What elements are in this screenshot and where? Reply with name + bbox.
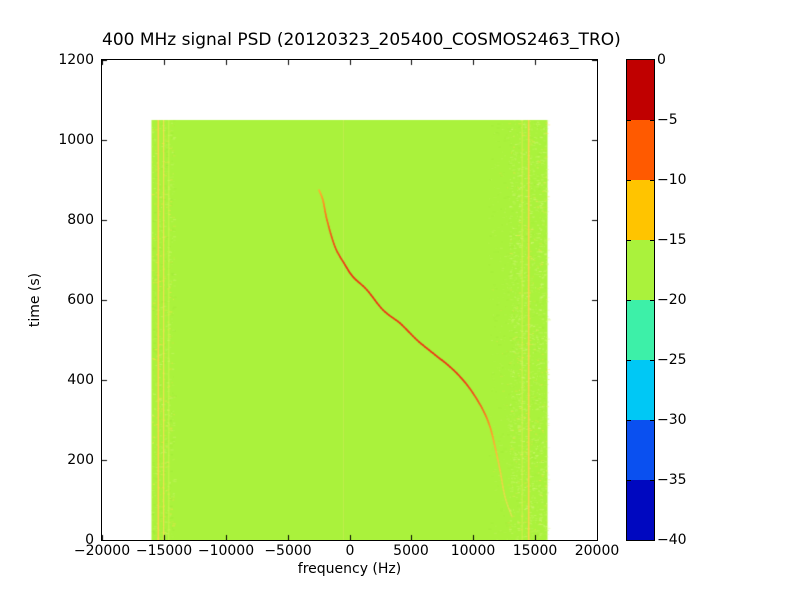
y-tick-label: 200: [67, 452, 94, 468]
colorbar-tick-label: −30: [657, 412, 687, 428]
x-tick-label: 10000: [450, 543, 496, 559]
y-tick-label: 600: [67, 292, 94, 308]
colorbar-tick: [627, 420, 631, 421]
colorbar-tick: [650, 120, 654, 121]
colorbar-band: [627, 480, 654, 540]
colorbar-band: [627, 60, 654, 120]
y-tick-label: 800: [67, 212, 94, 228]
colorbar-tick: [650, 300, 654, 301]
x-tick-label: 15000: [512, 543, 558, 559]
colorbar-tick: [650, 420, 654, 421]
y-tick-label: 1200: [58, 52, 94, 68]
colorbar-tick: [650, 360, 654, 361]
colorbar-band: [627, 420, 654, 480]
x-tick-label: 0: [345, 543, 355, 559]
chart-title: 400 MHz signal PSD (20120323_205400_COSM…: [102, 30, 621, 50]
x-axis-label: frequency (Hz): [297, 561, 402, 577]
heatmap-canvas: [102, 60, 597, 540]
colorbar-tick: [627, 300, 631, 301]
x-tick-label: 20000: [574, 543, 620, 559]
colorbar-tick: [650, 240, 654, 241]
colorbar-tick-label: −20: [657, 292, 687, 308]
colorbar: [626, 59, 655, 541]
y-tick-label: 0: [85, 532, 94, 548]
colorbar-band: [627, 300, 654, 360]
colorbar-tick-label: −25: [657, 352, 687, 368]
colorbar-tick-label: −5: [657, 112, 678, 128]
colorbar-band: [627, 360, 654, 420]
x-tick-label: −10000: [197, 543, 255, 559]
colorbar-band: [627, 180, 654, 240]
colorbar-tick: [627, 480, 631, 481]
colorbar-tick-label: −10: [657, 172, 687, 188]
x-tick-label: −20000: [73, 543, 131, 559]
y-tick-label: 400: [67, 372, 94, 388]
colorbar-tick: [627, 180, 631, 181]
colorbar-tick-label: −35: [657, 472, 687, 488]
x-tick-label: −15000: [135, 543, 193, 559]
colorbar-tick: [650, 480, 654, 481]
colorbar-tick: [627, 360, 631, 361]
colorbar-tick-label: −15: [657, 232, 687, 248]
y-tick-label: 1000: [58, 132, 94, 148]
colorbar-tick-label: 0: [657, 52, 666, 68]
colorbar-tick: [650, 180, 654, 181]
x-tick-label: 5000: [393, 543, 429, 559]
colorbar-tick: [627, 240, 631, 241]
colorbar-band: [627, 120, 654, 180]
x-tick-label: −5000: [264, 543, 312, 559]
colorbar-tick: [627, 120, 631, 121]
plot-area: [101, 59, 598, 541]
colorbar-band: [627, 240, 654, 300]
colorbar-tick-label: −40: [657, 532, 687, 548]
